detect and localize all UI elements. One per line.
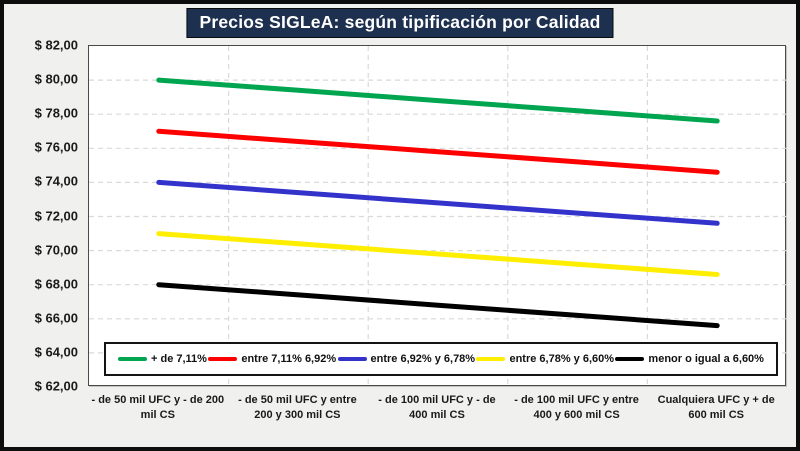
y-axis-tick-label: $ 68,00 <box>34 276 78 292</box>
plot-area: + de 7,11% entre 7,11% 6,92% entre 6,92% y… <box>88 45 787 387</box>
x-axis-category-label: - de 50 mil UFC y - de 200 mil CS <box>91 394 225 421</box>
series-line-2 <box>156 179 720 226</box>
y-axis-tick-label: $ 62,00 <box>34 378 78 394</box>
x-axis-category-label: Cualquiera UFC y + de 600 mil CS <box>657 394 775 421</box>
legend-item: + de 7,11% <box>118 353 207 365</box>
x-axis-category-label: - de 100 mil UFC y entre 400 y 600 mil C… <box>514 394 639 421</box>
legend-item: entre 6,78% y 6,60% <box>476 353 614 365</box>
legend-label: entre 6,92% y 6,78% <box>370 353 476 365</box>
legend-label: entre 7,11% 6,92% <box>241 353 337 365</box>
x-axis: - de 50 mil UFC y - de 200 mil CS - de 50… <box>88 393 786 423</box>
y-axis-tick-label: $ 76,00 <box>34 139 78 155</box>
series-line-3 <box>156 231 720 277</box>
y-axis-tick-label: $ 80,00 <box>34 71 78 87</box>
legend-label: menor o igual a 6,60% <box>648 353 764 365</box>
y-axis-tick-label: $ 82,00 <box>34 37 78 53</box>
y-axis-tick-label: $ 70,00 <box>34 242 78 258</box>
y-axis-tick-label: $ 74,00 <box>34 173 78 189</box>
y-axis-tick-label: $ 66,00 <box>34 310 78 326</box>
series-line-4 <box>156 282 720 329</box>
series-line-1 <box>156 128 720 175</box>
y-axis-tick-label: $ 78,00 <box>34 105 78 121</box>
line-chart-canvas <box>89 46 787 387</box>
x-axis-category-label: - de 50 mil UFC y entre 200 y 300 mil CS <box>238 394 357 421</box>
chart-title: Precios SIGLeA: según tipificación por C… <box>186 8 614 38</box>
legend-line-swatch-icon <box>208 356 238 362</box>
legend-line-swatch-icon <box>337 356 367 362</box>
y-axis-tick-label: $ 72,00 <box>34 208 78 223</box>
legend-item: menor o igual a 6,60% <box>615 353 764 365</box>
legend-line-swatch-icon <box>118 356 147 362</box>
y-axis: $ 82,00 $ 80,00 $ 78,00 $ 76,00 $ 74,00 $ 72,… <box>0 38 78 394</box>
legend-label: + de 7,11% <box>151 353 207 365</box>
legend-item: entre 6,92% y 6,78% <box>337 353 476 365</box>
legend: + de 7,11% entre 7,11% 6,92% entre 6,92% y… <box>104 342 778 376</box>
legend-line-swatch-icon <box>615 356 645 362</box>
y-axis-tick-label: $ 64,00 <box>34 344 78 360</box>
legend-line-swatch-icon <box>476 356 506 362</box>
legend-item: entre 7,11% 6,92% <box>208 353 336 365</box>
legend-label: entre 6,78% y 6,60% <box>509 353 615 365</box>
series-line-0 <box>156 77 720 124</box>
x-axis-category-label: - de 100 mil UFC y - de 400 mil CS <box>378 394 496 421</box>
